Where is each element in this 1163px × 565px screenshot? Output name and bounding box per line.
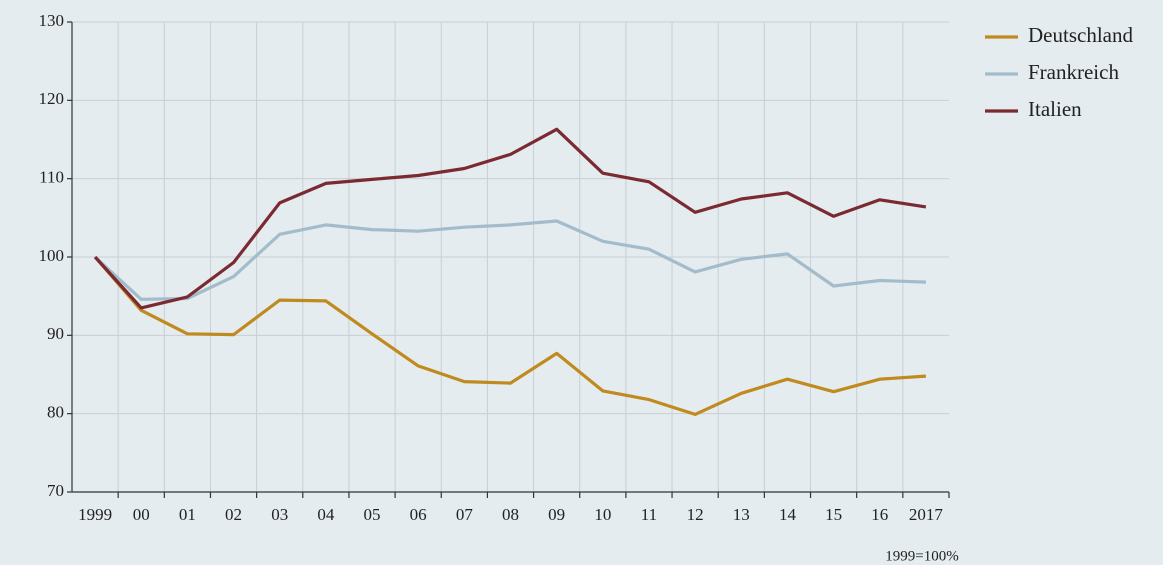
y-tick-label: 80 — [47, 403, 64, 422]
x-tick-label: 01 — [179, 505, 196, 524]
y-tick-label: 120 — [39, 89, 65, 108]
x-tick-label: 2017 — [909, 505, 944, 524]
legend-label: Frankreich — [1028, 60, 1119, 84]
x-tick-label: 05 — [364, 505, 381, 524]
x-tick-label: 14 — [779, 505, 797, 524]
x-tick-label: 1999 — [78, 505, 112, 524]
x-tick-label: 12 — [687, 505, 704, 524]
x-tick-label: 09 — [548, 505, 565, 524]
x-tick-label: 13 — [733, 505, 750, 524]
x-tick-label: 07 — [456, 505, 474, 524]
x-tick-label: 00 — [133, 505, 150, 524]
note: 1999=100% — [885, 548, 958, 564]
line-series — [94, 219, 926, 301]
y-tick-label: 90 — [47, 324, 64, 343]
y-tick-label: 130 — [39, 11, 65, 30]
legend-label: Deutschland — [1028, 23, 1133, 47]
x-tick-label: 02 — [225, 505, 242, 524]
y-tick-label: 70 — [47, 481, 64, 500]
x-tick-label: 11 — [641, 505, 657, 524]
x-tick-label: 04 — [317, 505, 335, 524]
legend-label: Italien — [1028, 97, 1082, 121]
x-tick-label: 08 — [502, 505, 519, 524]
y-tick-label: 110 — [39, 168, 64, 187]
x-tick-label: 10 — [594, 505, 611, 524]
x-tick-label: 03 — [271, 505, 288, 524]
line-series — [93, 127, 927, 310]
line-series — [93, 255, 927, 416]
x-tick-label: 16 — [871, 505, 888, 524]
x-tick-label: 06 — [410, 505, 427, 524]
y-tick-label: 100 — [39, 246, 65, 265]
x-tick-label: 15 — [825, 505, 842, 524]
